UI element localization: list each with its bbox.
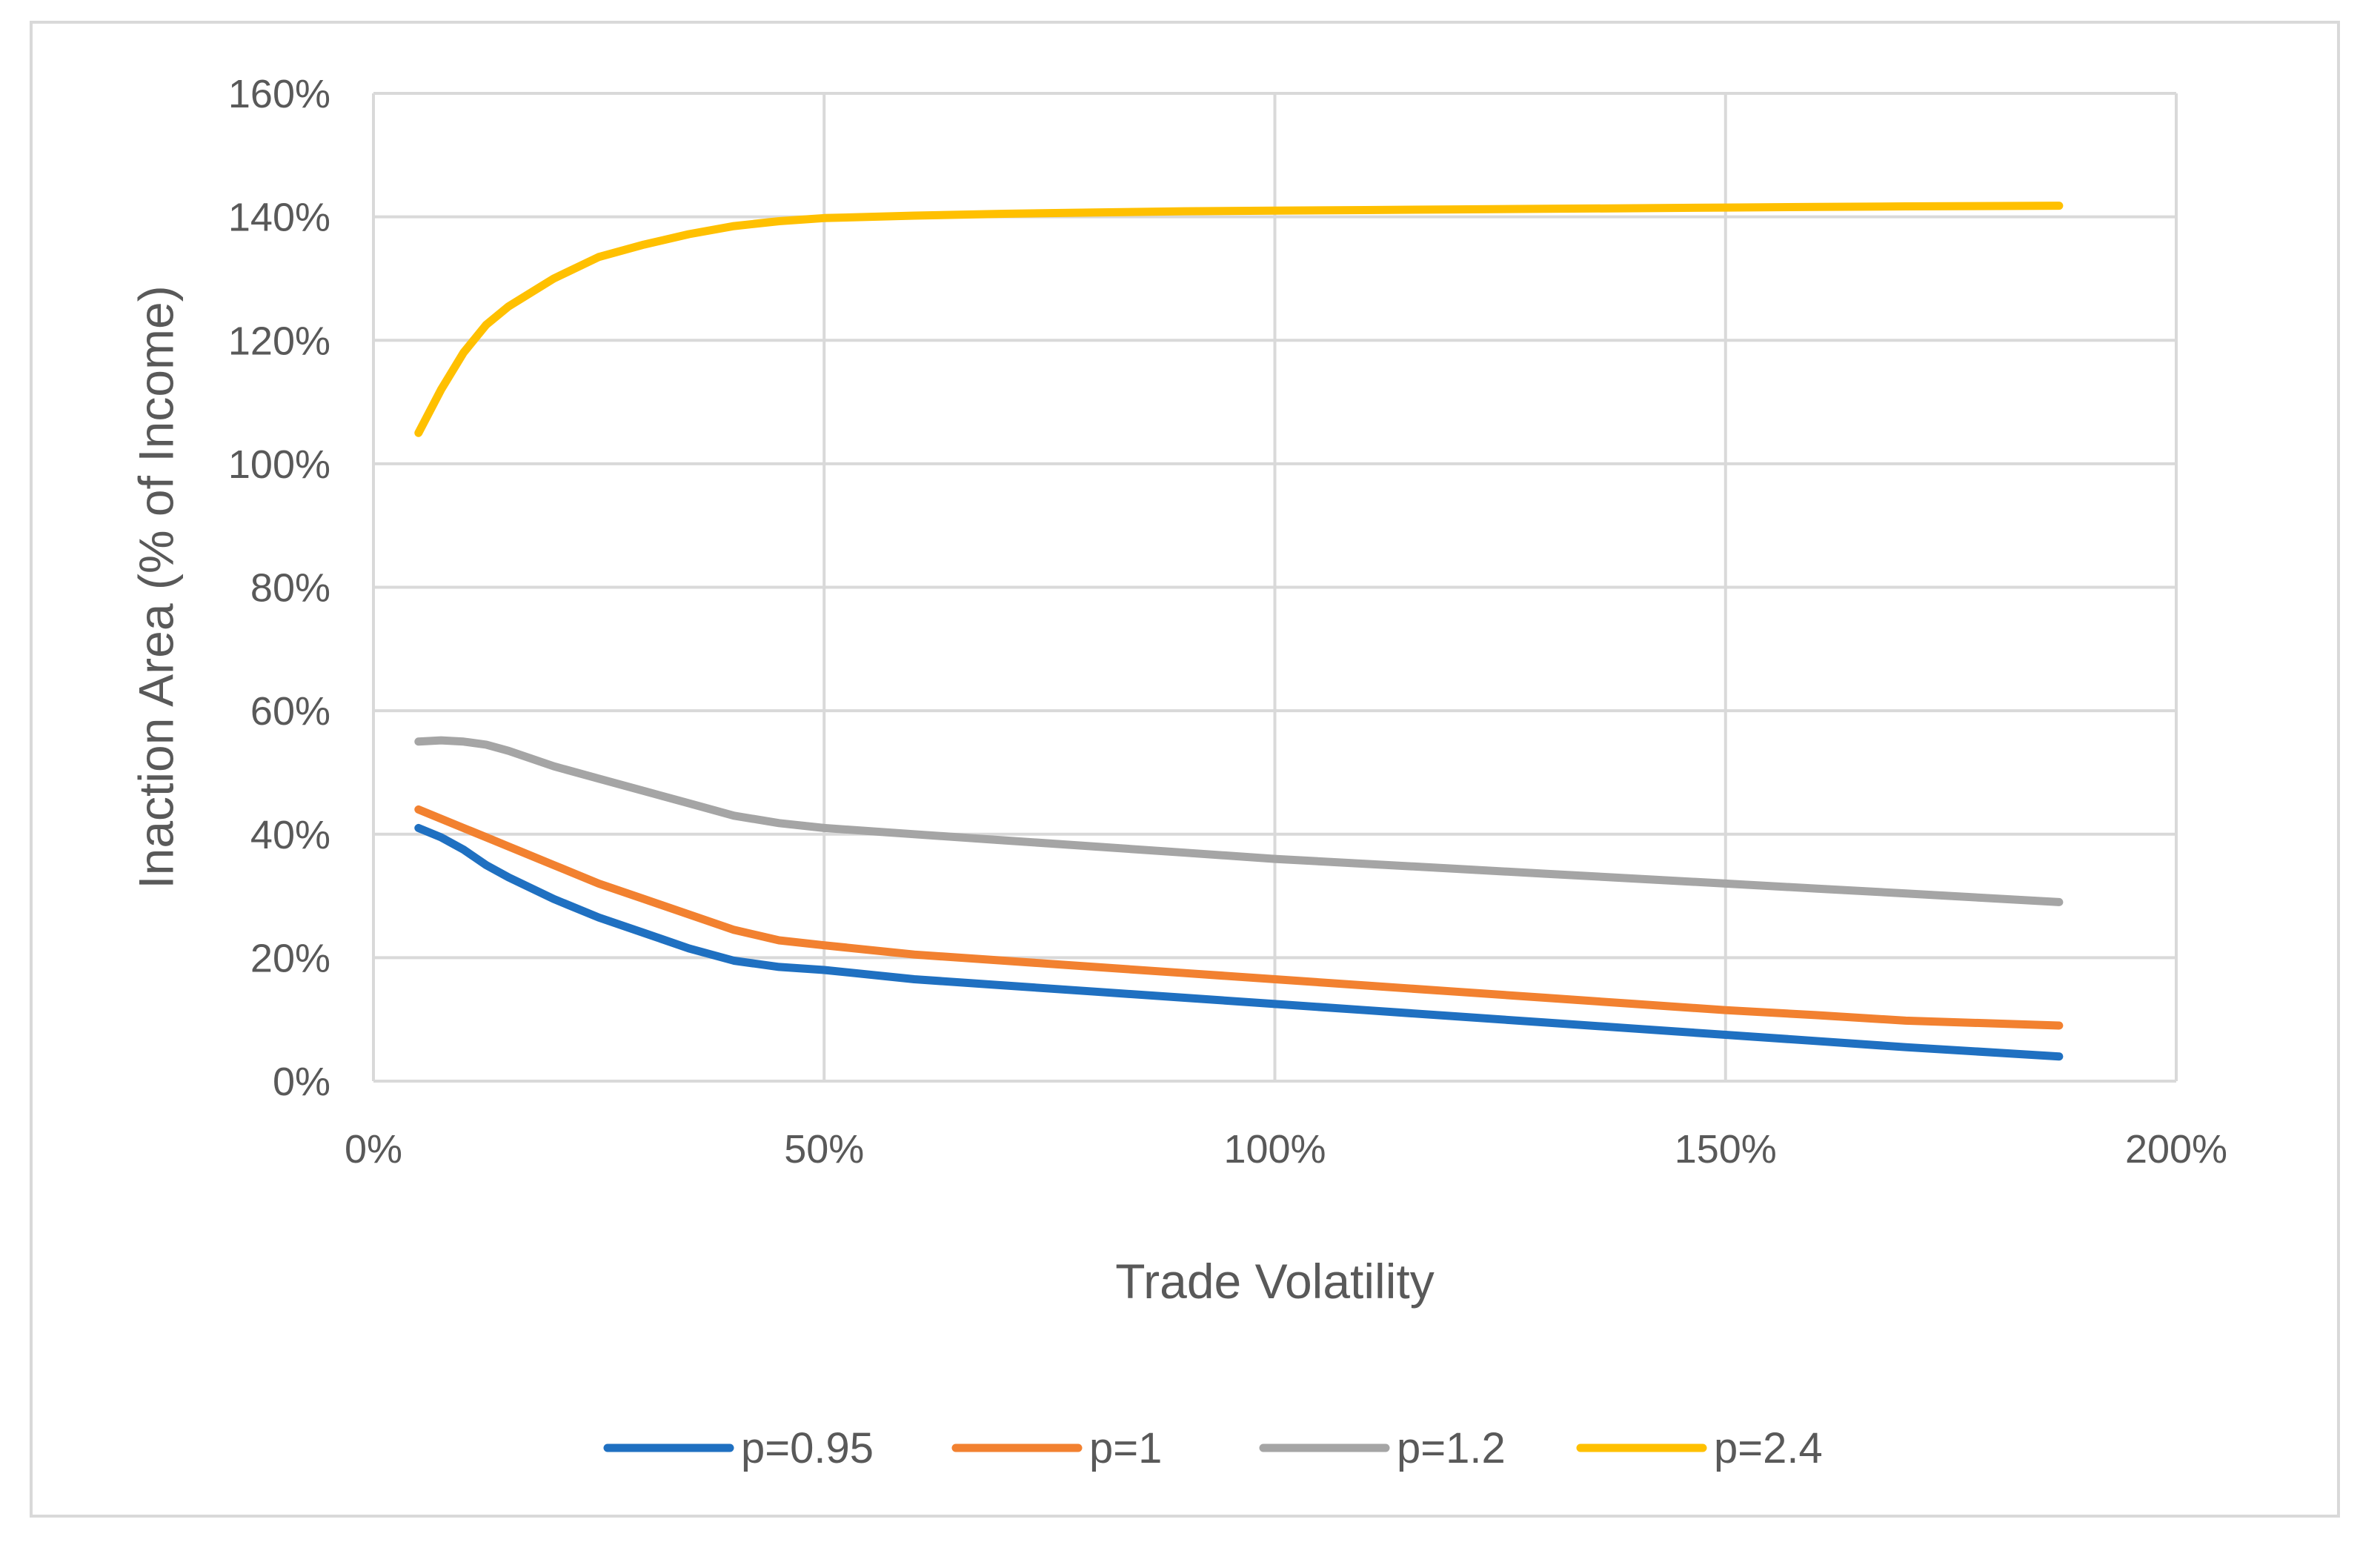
series-line-4	[414, 202, 2064, 437]
x-tick-labels: 0% 50% 100% 150% 200%	[345, 1127, 2227, 1172]
y-tick-labels: 0% 20% 40% 60% 80% 100% 120% 140% 160%	[228, 72, 330, 1104]
series-line-1	[414, 823, 2064, 1061]
chart-frame: 0% 20% 40% 60% 80% 100% 120% 140% 160% 0% 50% 100%…	[30, 21, 2340, 1518]
legend-label-2: p=1	[1089, 1424, 1162, 1472]
x-tick-label: 200%	[2125, 1127, 2227, 1172]
y-tick-label: 40%	[250, 813, 330, 857]
y-axis-title: Inaction Area (% of Income)	[128, 285, 183, 888]
y-tick-label: 20%	[250, 936, 330, 980]
series-line-2	[414, 805, 2064, 1030]
y-tick-label: 60%	[250, 689, 330, 734]
legend-label-3: p=1.2	[1397, 1424, 1506, 1472]
series-lines	[414, 202, 2064, 1061]
x-tick-label: 150%	[1675, 1127, 1777, 1172]
y-tick-label: 80%	[250, 566, 330, 611]
y-tick-label: 120%	[228, 319, 330, 363]
y-tick-label: 100%	[228, 442, 330, 487]
chart-svg: 0% 20% 40% 60% 80% 100% 120% 140% 160% 0% 50% 100%…	[128, 72, 2227, 1472]
y-tick-label: 160%	[228, 72, 330, 116]
x-tick-label: 0%	[345, 1127, 402, 1172]
x-tick-label: 100%	[1223, 1127, 1326, 1172]
x-axis-title: Trade Volatility	[1115, 1254, 1434, 1309]
y-tick-label: 140%	[228, 196, 330, 240]
gridlines	[372, 92, 2178, 1083]
series-line-3	[414, 736, 2064, 906]
y-tick-label: 0%	[273, 1060, 330, 1104]
legend-label-4: p=2.4	[1714, 1424, 1823, 1472]
x-tick-label: 50%	[784, 1127, 864, 1172]
legend: p=0.95 p=1 p=1.2 p=2.4	[603, 1424, 1823, 1472]
legend-label-1: p=0.95	[741, 1424, 874, 1472]
